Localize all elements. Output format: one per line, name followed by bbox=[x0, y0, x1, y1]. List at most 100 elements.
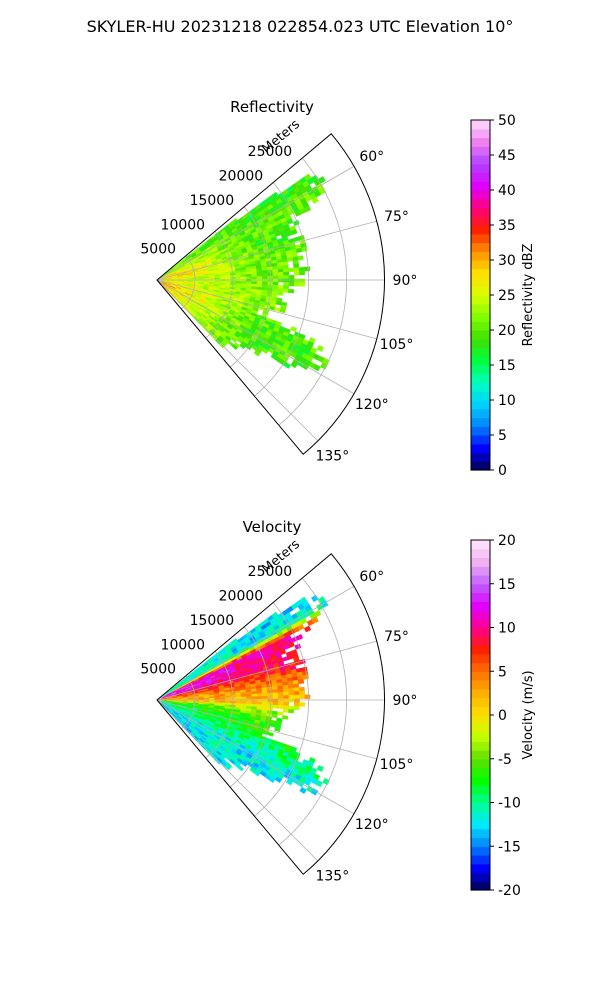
radar-gate bbox=[240, 276, 247, 280]
radar-gate bbox=[278, 701, 284, 706]
radar-gate bbox=[283, 695, 290, 700]
radar-gate bbox=[316, 765, 324, 772]
radar-gate bbox=[303, 205, 312, 213]
radar-gate bbox=[261, 270, 268, 274]
colorbar-segment bbox=[471, 785, 490, 795]
radar-gate bbox=[287, 684, 294, 689]
colorbar-tick-label: 5 bbox=[498, 664, 507, 680]
radar-gate bbox=[246, 696, 252, 700]
radar-gate bbox=[272, 269, 279, 274]
polar-grid bbox=[156, 157, 385, 442]
colorbar-segment bbox=[471, 382, 490, 392]
radar-gate bbox=[251, 701, 258, 705]
colorbar-segment bbox=[471, 627, 490, 637]
radar-gate bbox=[262, 273, 268, 277]
colorbar-segment bbox=[471, 146, 490, 156]
radar-gate bbox=[235, 694, 242, 698]
radar-gate bbox=[283, 275, 290, 280]
colorbar-tick-label: 10 bbox=[498, 621, 516, 637]
radar-gate bbox=[313, 364, 321, 372]
radar-gate bbox=[272, 701, 279, 706]
colorbar-segment bbox=[471, 321, 490, 331]
colorbar-segment bbox=[471, 723, 490, 734]
radar-gate bbox=[251, 273, 258, 277]
radar-gate bbox=[293, 267, 300, 272]
radar-gate bbox=[282, 708, 289, 713]
radar-gate bbox=[277, 268, 284, 273]
radar-gate bbox=[318, 187, 327, 195]
radar-gate bbox=[262, 698, 268, 703]
colorbar: -20 -15 -10 -5 0 5 10 15 20 Velocity (m/s) bbox=[470, 533, 536, 899]
radar-gate bbox=[303, 625, 312, 633]
azimuth-tick-label: 90° bbox=[393, 693, 418, 709]
radar-gate bbox=[290, 326, 298, 333]
radar-gate bbox=[297, 679, 305, 685]
colorbar-segment bbox=[471, 706, 490, 716]
azimuth-tick-label: 75° bbox=[384, 209, 409, 225]
radar-gate bbox=[225, 277, 231, 280]
colorbar-segment bbox=[471, 881, 490, 891]
colorbar-segment bbox=[471, 391, 490, 401]
azimuth-tick-label: 135° bbox=[315, 448, 349, 464]
radar-gate bbox=[288, 288, 295, 294]
azimuth-tick-label: 60° bbox=[359, 149, 384, 165]
colorbar-segment bbox=[471, 155, 490, 165]
colorbar-segment bbox=[471, 811, 490, 821]
radar-gate bbox=[290, 361, 298, 369]
colorbar-segment bbox=[471, 767, 490, 777]
colorbar-tick-label: -10 bbox=[498, 796, 521, 812]
colorbar-segment bbox=[471, 583, 490, 594]
radar-gate bbox=[261, 347, 269, 355]
radar-gate bbox=[283, 282, 290, 286]
radar-gate bbox=[283, 285, 290, 290]
radar-gate bbox=[293, 282, 300, 287]
radar-gate bbox=[253, 770, 261, 777]
radar-gate bbox=[277, 285, 284, 290]
azimuth-spoke bbox=[156, 640, 377, 701]
radar-gate bbox=[288, 687, 295, 693]
radar-gate bbox=[277, 692, 284, 696]
colorbar-label: Velocity (m/s) bbox=[521, 670, 536, 759]
colorbar-segment bbox=[471, 863, 490, 874]
radar-gate bbox=[256, 693, 263, 697]
radar-gate bbox=[316, 345, 324, 352]
colorbar-segment bbox=[471, 741, 490, 751]
colorbar-segment bbox=[471, 837, 490, 847]
azimuth-tick-label: 135° bbox=[315, 868, 349, 884]
colorbar-segment bbox=[471, 461, 490, 471]
colorbar-segment bbox=[471, 251, 490, 261]
colorbar-segment bbox=[471, 295, 490, 305]
colorbar-segment bbox=[471, 758, 490, 769]
colorbar-segment bbox=[471, 688, 490, 699]
radar-gate bbox=[262, 695, 268, 700]
colorbar-segment bbox=[471, 120, 490, 130]
colorbar-tick-label: 0 bbox=[498, 708, 507, 724]
colorbar-segment bbox=[471, 592, 490, 602]
sector-frame bbox=[156, 553, 385, 875]
radar-gate bbox=[240, 694, 247, 698]
radar-gate bbox=[251, 276, 258, 280]
colorbar-segment bbox=[471, 872, 490, 882]
colorbar-segment bbox=[471, 715, 490, 725]
radar-gate bbox=[272, 704, 279, 709]
radar-gate bbox=[277, 688, 284, 693]
radar-gate bbox=[240, 696, 247, 700]
radar-field bbox=[159, 594, 330, 796]
azimuth-spoke bbox=[156, 699, 319, 862]
radar-gate bbox=[293, 683, 300, 689]
colorbar-segment bbox=[471, 452, 490, 462]
azimuth-tick-label: 105° bbox=[380, 757, 414, 773]
radar-gate bbox=[299, 702, 306, 707]
radial-tick-label: 10000 bbox=[161, 637, 206, 653]
radar-gate bbox=[246, 274, 252, 278]
range-ring bbox=[278, 577, 347, 846]
radar-gate bbox=[294, 278, 300, 283]
radar-gate bbox=[251, 696, 258, 700]
radar-gate bbox=[304, 694, 311, 699]
radar-gate bbox=[277, 711, 284, 716]
azimuth-tick-label: 90° bbox=[393, 273, 418, 289]
radar-gate bbox=[272, 695, 279, 700]
radar-gate bbox=[277, 272, 284, 276]
colorbar-segment bbox=[471, 653, 490, 664]
colorbar-segment bbox=[471, 268, 490, 279]
